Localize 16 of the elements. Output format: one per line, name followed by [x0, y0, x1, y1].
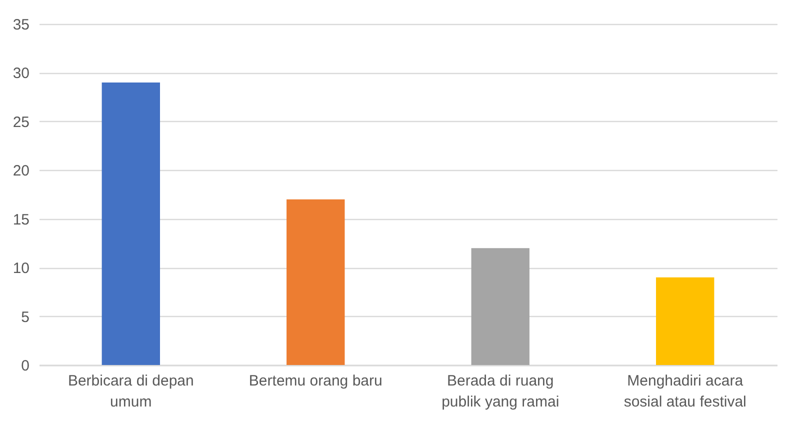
x-tick-label: Menghadiri acara sosial atau festival: [624, 372, 746, 410]
y-tick-label: 15: [12, 211, 30, 228]
bar: [286, 199, 345, 365]
y-tick-label: 20: [12, 162, 30, 180]
bar: [471, 248, 530, 365]
y-tick-label: 10: [12, 260, 30, 278]
y-tick-label: 30: [12, 65, 30, 82]
y-tick-label: 35: [12, 16, 30, 34]
x-tick-label: Bertemu orang baru: [248, 372, 382, 390]
bar: [656, 277, 714, 365]
bar: [102, 82, 160, 365]
x-tick-label: Berbicara di depan umum: [68, 372, 194, 410]
x-tick-label: Berada di ruang publik yang ramai: [442, 372, 560, 410]
y-tick-label: 0: [21, 358, 30, 374]
y-tick-label: 5: [21, 308, 30, 326]
y-tick-label: 25: [12, 114, 30, 131]
